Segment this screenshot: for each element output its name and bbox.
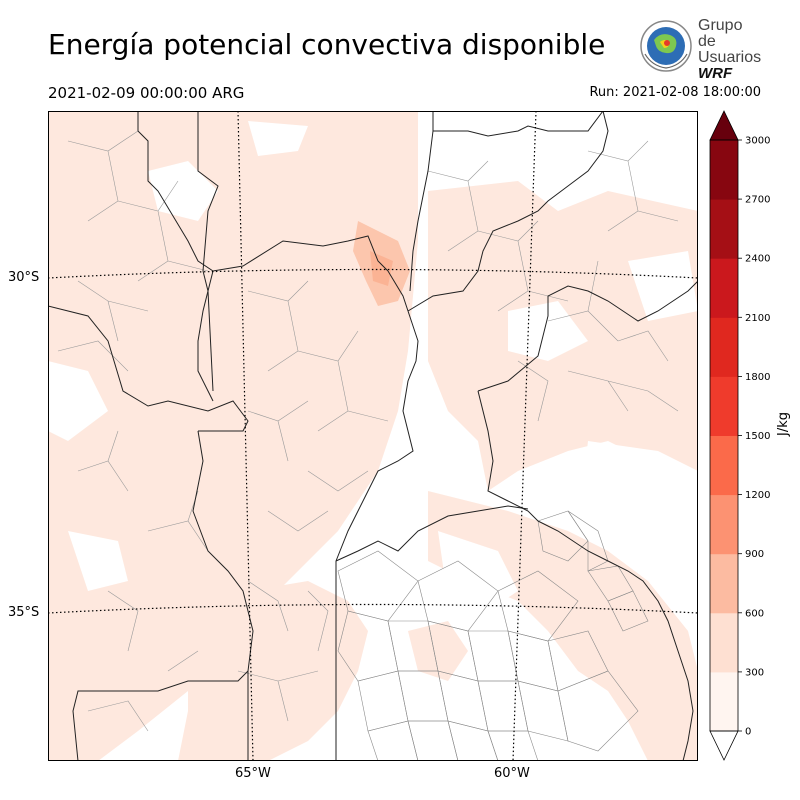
cape-field-clear: [48, 121, 698, 611]
colorbar-tick-label: 2700: [745, 195, 770, 206]
lon-label-65w: 65°W: [235, 766, 271, 781]
colorbar-title: J/kg: [776, 412, 791, 436]
colorbar-bin: [710, 140, 738, 200]
province-boundaries: [48, 111, 698, 761]
valid-time: 2021-02-09 00:00:00 ARG: [48, 84, 245, 102]
colorbar-bin: [710, 553, 738, 614]
run-time: Run: 2021-02-08 18:00:00: [589, 85, 761, 100]
colorbar-tick-label: 3000: [745, 136, 770, 147]
colorbar-tick-label: 2100: [745, 313, 770, 324]
colorbar-bin: [710, 671, 738, 732]
lat-label-35s: 35°S: [8, 605, 40, 620]
logo-line-3: WRF: [698, 65, 733, 82]
colorbar-extend-min: [709, 730, 739, 761]
colorbar-bin: [710, 612, 738, 673]
lon-60w-line: [512, 111, 537, 761]
lon-65w-line: [237, 111, 254, 761]
colorbar-bin: [710, 376, 738, 436]
colorbar-tick-label: 1800: [745, 372, 770, 383]
colorbar-ticks: 0 300 600 900 1200 1500 1800 2100 2400 2700 3000: [738, 136, 770, 738]
buenos-aires-partidos: [337, 510, 649, 761]
lat-30s-line: [48, 268, 698, 279]
colorbar-bin: [710, 317, 738, 377]
colorbar: 0 300 600 900 1200 1500 1800 2100 2400 2700 3000: [709, 110, 770, 761]
lat-35s-line: [48, 603, 698, 614]
colorbar-tick-label: 1500: [745, 431, 770, 442]
colorbar-tick-label: 2400: [745, 254, 770, 265]
colorbar-tick-label: 900: [745, 549, 764, 560]
colorbar-bin: [710, 435, 738, 496]
logo-line-1: Grupo de: [698, 17, 743, 50]
lat-label-30s: 30°S: [8, 270, 40, 285]
lon-label-60w: 60°W: [494, 766, 530, 781]
colorbar-bin: [710, 258, 738, 318]
colorbar-tick-label: 600: [745, 608, 764, 619]
graticule: [48, 111, 698, 761]
colorbar-tick-label: 0: [745, 727, 751, 738]
cape-field-peak: [370, 251, 393, 286]
colorbar-tick-label: 300: [745, 667, 764, 678]
colorbar-bins: [710, 140, 738, 732]
logo-line-2: Usuarios: [698, 49, 762, 66]
colorbar-bin: [710, 494, 738, 555]
globe-logo-icon: [640, 20, 692, 72]
cape-map: [48, 111, 698, 761]
logo-text: Grupo de Usuarios WRF: [698, 18, 763, 82]
colorbar-tick-label: 1200: [745, 490, 770, 501]
colorbar-bin: [710, 199, 738, 259]
page-title: Energía potencial convectiva disponible: [48, 28, 606, 61]
colorbar-extend-max: [709, 110, 739, 141]
wrf-users-logo: Grupo de Usuarios WRF: [638, 18, 763, 82]
map-frame: [48, 111, 698, 761]
